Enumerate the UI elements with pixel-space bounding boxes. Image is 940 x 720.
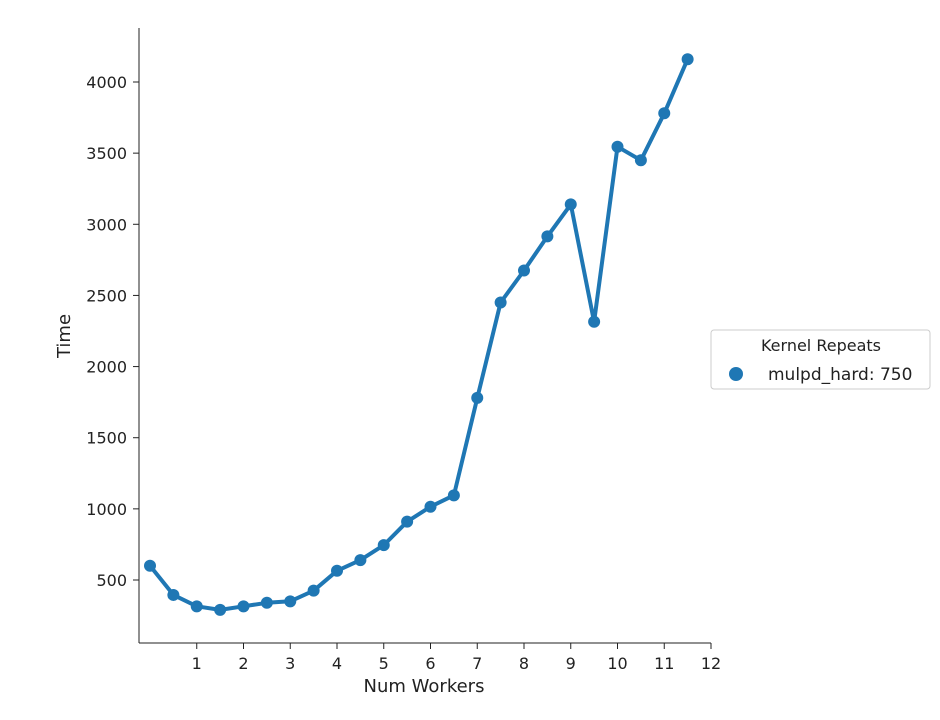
data-point (588, 315, 601, 328)
x-tick-label: 3 (285, 654, 295, 673)
x-tick-label: 6 (425, 654, 435, 673)
legend-box (710, 329, 931, 390)
data-point (658, 107, 671, 120)
data-point (237, 600, 250, 613)
data-point (167, 588, 180, 601)
legend-series-label: mulpd_hard: 750 (768, 365, 912, 385)
data-point (564, 198, 577, 211)
x-tick-label: 8 (519, 654, 529, 673)
x-tick-label: 12 (701, 654, 721, 673)
data-point (331, 564, 343, 577)
y-tick-label: 2000 (86, 358, 127, 377)
data-point (377, 539, 390, 552)
data-point (471, 391, 484, 404)
data-point (681, 53, 694, 66)
y-tick-label: 1500 (86, 429, 127, 448)
data-point (634, 154, 647, 167)
y-tick-label: 500 (96, 571, 127, 590)
y-tick-label: 1000 (86, 500, 127, 519)
data-point (214, 603, 227, 616)
x-axis-ticks: 1 2 3 4 5 6 7 8 9 10 11 12 (192, 643, 721, 673)
legend-marker (729, 367, 743, 381)
y-tick-label: 3000 (86, 215, 127, 234)
data-point (401, 515, 414, 528)
data-point (260, 596, 273, 609)
data-point (447, 489, 460, 502)
data-point (541, 230, 554, 243)
data-point (190, 600, 203, 613)
x-tick-label: 9 (566, 654, 576, 673)
data-point (494, 296, 507, 309)
x-tick-label: 11 (654, 654, 674, 673)
y-tick-label: 3500 (86, 144, 127, 163)
legend-title: Kernel Repeats (761, 336, 881, 355)
data-point (424, 500, 437, 513)
axes (138, 28, 711, 644)
x-tick-label: 5 (379, 654, 389, 673)
x-tick-label: 4 (332, 654, 342, 673)
series-layer (144, 53, 694, 616)
data-point (284, 595, 297, 608)
data-point (144, 559, 156, 572)
data-point (518, 264, 530, 277)
x-tick-label: 1 (192, 654, 202, 673)
data-point (307, 584, 320, 597)
x-tick-label: 7 (472, 654, 482, 673)
x-axis-label: Num Workers (364, 676, 485, 697)
data-point (611, 140, 624, 153)
legend: Kernel Repeats mulpd_hard: 750 (710, 329, 931, 390)
data-point (354, 554, 367, 567)
y-tick-label: 4000 (86, 73, 127, 92)
series-line (148, 57, 690, 612)
y-axis-label: Time (54, 314, 75, 359)
y-axis-ticks: 500 1000 1500 2000 2500 3000 3500 4000 (86, 73, 139, 590)
x-tick-label: 10 (607, 654, 627, 673)
x-tick-label: 2 (238, 654, 248, 673)
y-tick-label: 2500 (86, 286, 127, 305)
